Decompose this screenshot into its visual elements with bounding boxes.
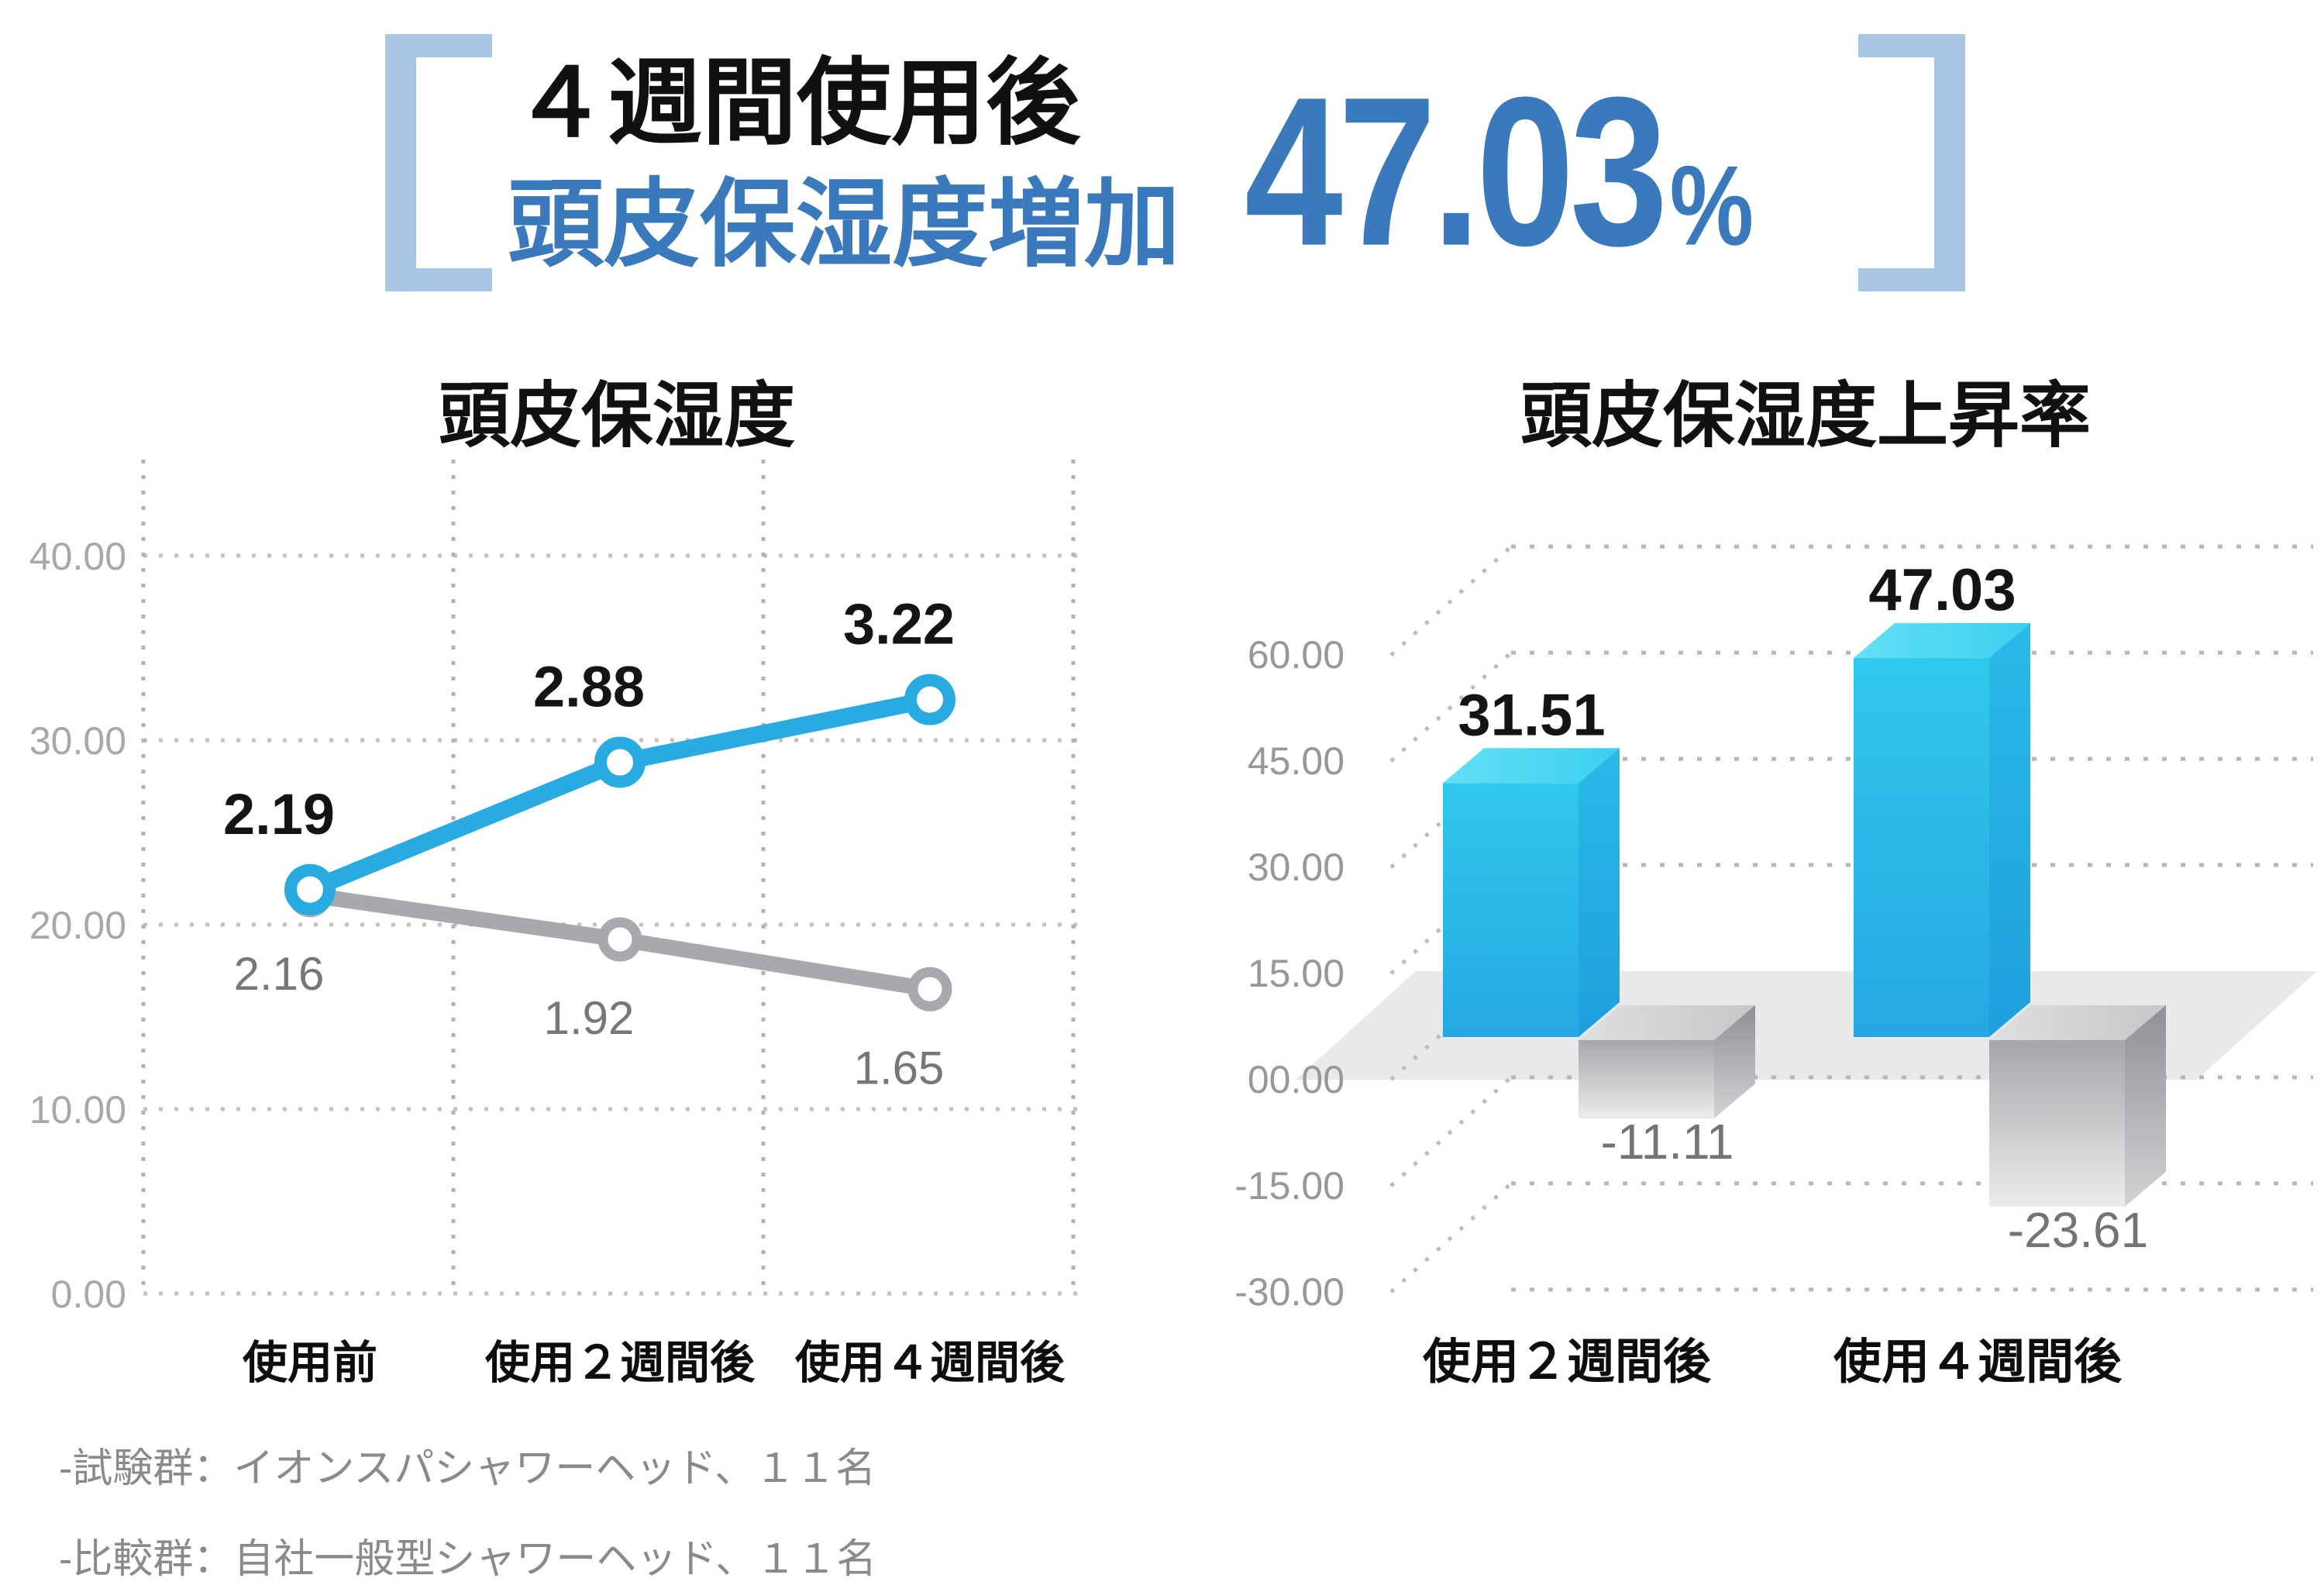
gray-bar [1989,1040,2125,1207]
depth-gridline [1389,1076,1513,1187]
scalp-moisture-line-chart: 40.00 30.00 20.00 10.00 0.00 2.19 2.88 3.22 2.16… [29,460,1089,1388]
gray-bar-side-face [1714,1005,1755,1119]
blue-bar [1443,783,1579,1037]
header-line2: 頭皮保湿度増加 [508,171,1181,278]
line-chart-title: 頭皮保湿度 [438,377,795,456]
stat-unit-percent: % [1669,142,1754,269]
x-category-label: 使用４週間後 [1833,1335,2123,1389]
blue-bar-top-face [1443,748,1620,784]
blue-bar-side-face [1579,748,1620,1037]
stat-value: 47.03 [1245,53,1668,291]
x-category-label: 使用２週間後 [1423,1335,1712,1389]
blue-line [306,691,932,898]
point-label: 1.92 [544,992,635,1044]
y-tick-label: 00.00 [1248,1058,1344,1101]
left-bracket-decoration [385,34,492,291]
right-bracket-decoration [1858,34,1965,291]
blue-bar-top-face [1854,622,2030,658]
y-tick-label: 30.00 [29,719,126,763]
gray-line-marker [597,917,642,962]
point-label: 1.65 [854,1042,945,1094]
header-line1: ４週間使用後 [513,50,1080,156]
gray-line-marker [907,967,952,1011]
y-tick-label: 20.00 [29,904,126,947]
y-tick-label: 60.00 [1248,633,1344,677]
gray-bar-side-face [2125,1005,2166,1207]
bar-value-label: -23.61 [2008,1202,2148,1258]
point-label: 2.88 [533,655,645,719]
bar-value-label: 47.03 [1868,557,2016,623]
bar-chart-title: 頭皮保湿度上昇率 [1520,377,2091,456]
x-category-label: 使用前 [243,1338,377,1388]
y-tick-label: 30.00 [1248,846,1344,889]
footnotes: -試験群：イオンスパシャワーヘッド、１１名 -比較群：自社一般型シャワーヘッド、… [59,1435,876,1585]
x-category-label: 使用４週間後 [795,1338,1066,1388]
y-tick-label: 10.00 [29,1088,126,1132]
gray-bar [1579,1040,1714,1119]
y-tick-label: 40.00 [29,535,126,578]
bar-value-label: -11.11 [1601,1114,1734,1170]
gray-bar-top-face [1989,1005,2166,1040]
y-tick-label: 0.00 [51,1273,126,1316]
y-tick-label: -15.00 [1234,1164,1344,1208]
y-tick-label: -30.00 [1234,1270,1344,1314]
header-stat: 47.03% [1245,51,1754,294]
point-label: 2.19 [223,782,335,846]
y-tick-label: 15.00 [1248,952,1344,995]
blue-line-marker [904,674,955,725]
bar-value-label: 31.51 [1458,682,1605,748]
point-label: 3.22 [843,592,955,656]
blue-bar [1854,657,1989,1037]
blue-bar-side-face [1989,622,2030,1037]
blue-line-marker [594,736,646,788]
depth-gridline [1389,545,1513,657]
gray-bar-top-face [1579,1005,1755,1040]
scalp-moisture-rate-bar-chart: 60.00 45.00 30.00 15.00 00.00 -15.00 -30.00 31.… [1234,544,2317,1389]
depth-gridline [1389,651,1513,763]
point-label: 2.16 [234,948,325,1000]
x-category-label: 使用２週間後 [485,1338,756,1388]
footnote-control-group: -比較群：自社一般型シャワーヘッド、１１名 [59,1537,877,1582]
footnote-test-group: -試験群：イオンスパシャワーヘッド、１１名 [59,1446,876,1491]
y-tick-label: 45.00 [1248,739,1344,783]
depth-gridline [1389,1182,1513,1294]
blue-line-marker [284,863,336,915]
